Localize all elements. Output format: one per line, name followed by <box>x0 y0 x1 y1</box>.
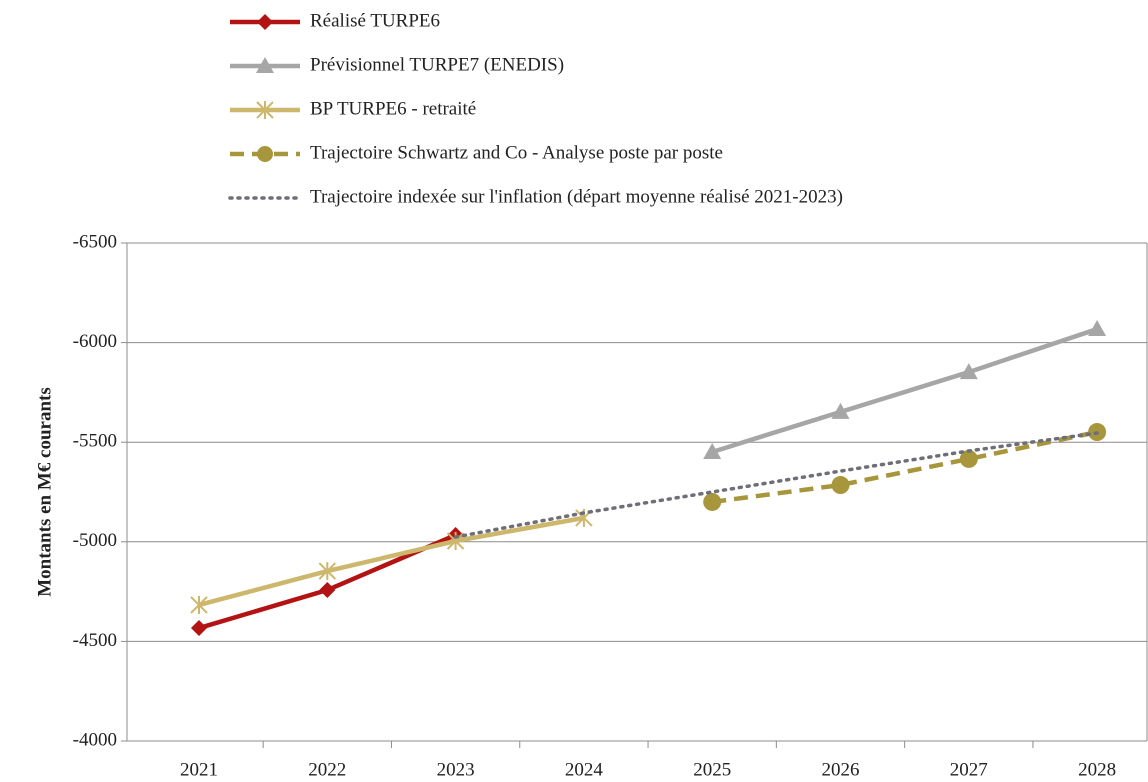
series-line <box>711 326 1098 455</box>
legend-marker <box>256 57 274 73</box>
series-line <box>198 515 585 608</box>
legend-label: BP TURPE6 - retraité <box>310 98 476 119</box>
y-tick-label: -6000 <box>73 331 117 352</box>
legend-label: Prévisionnel TURPE7 (ENEDIS) <box>310 54 564 75</box>
y-tick-label: -5000 <box>73 530 117 551</box>
point <box>959 363 978 380</box>
x-tick-label: 2026 <box>822 759 860 780</box>
legend-label: Réalisé TURPE6 <box>310 10 440 31</box>
x-tick-label: 2022 <box>308 759 346 780</box>
x-tick-label: 2024 <box>565 759 604 780</box>
y-tick-label: -6500 <box>73 231 117 252</box>
point <box>190 595 208 614</box>
point <box>703 442 722 459</box>
legend-marker <box>256 101 274 119</box>
y-tick-label: -4000 <box>73 729 117 750</box>
x-tick-label: 2028 <box>1078 759 1116 780</box>
x-tick-label: 2023 <box>437 759 475 780</box>
point <box>959 449 978 468</box>
point <box>1088 320 1107 337</box>
y-axis-label: Montants en M€ courants <box>34 387 55 597</box>
point <box>703 492 722 511</box>
point <box>191 620 207 637</box>
legend-marker <box>257 146 273 162</box>
x-tick-label: 2027 <box>950 759 988 780</box>
legend-label: Trajectoire indexée sur l'inflation (dép… <box>310 186 843 207</box>
y-tick-label: -4500 <box>73 630 117 651</box>
legend-label: Trajectoire Schwartz and Co - Analyse po… <box>310 142 723 163</box>
point <box>446 532 465 551</box>
point <box>318 562 337 581</box>
point <box>319 582 336 599</box>
point <box>831 476 850 495</box>
point <box>831 402 850 419</box>
x-tick-label: 2025 <box>693 759 731 780</box>
legend-marker <box>257 14 273 30</box>
x-tick-label: 2021 <box>180 759 218 780</box>
y-tick-label: -5500 <box>73 431 117 452</box>
